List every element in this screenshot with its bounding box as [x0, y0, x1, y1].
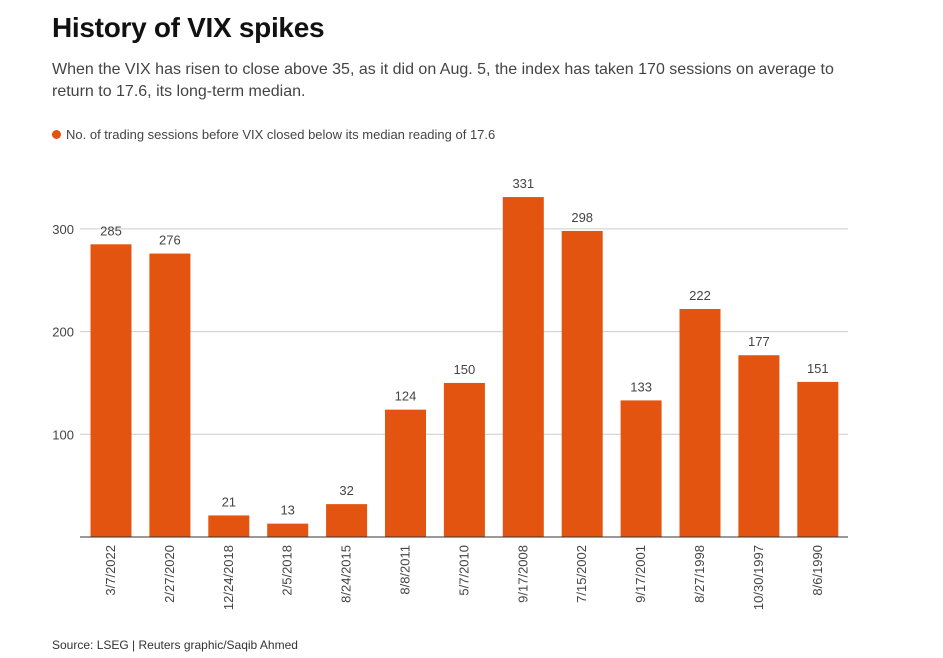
data-label-2/5/2018: 13 [280, 503, 294, 518]
chart-subtitle: When the VIX has risen to close above 35… [52, 61, 834, 100]
data-label-8/6/1990: 151 [807, 361, 829, 376]
data-label-9/17/2008: 331 [512, 176, 534, 191]
data-label-5/7/2010: 150 [454, 362, 476, 377]
y-tick-label-300: 300 [52, 222, 74, 237]
x-tick-label-2/27/2020: 2/27/2020 [162, 545, 177, 603]
data-label-9/17/2001: 133 [630, 379, 652, 394]
data-label-2/27/2020: 276 [159, 233, 181, 248]
bar-7/15/2002 [561, 230, 603, 538]
bar-9/17/2001 [620, 400, 662, 537]
bar-8/24/2015 [326, 504, 368, 537]
bar-12/24/2018 [208, 515, 250, 537]
x-tick-label-7/15/2002: 7/15/2002 [574, 545, 589, 603]
x-tick-label-12/24/2018: 12/24/2018 [221, 545, 236, 610]
x-tick-label-10/30/1997: 10/30/1997 [751, 545, 766, 610]
bar-9/17/2008 [502, 197, 544, 538]
x-tick-label-8/6/1990: 8/6/1990 [810, 545, 825, 596]
bar-8/27/1998 [679, 309, 721, 537]
x-tick-label-9/17/2001: 9/17/2001 [633, 545, 648, 603]
data-label-12/24/2018: 21 [222, 494, 236, 509]
legend-label: No. of trading sessions before VIX close… [66, 127, 496, 142]
bar-3/7/2022 [90, 244, 132, 537]
x-tick-label-5/7/2010: 5/7/2010 [456, 545, 471, 596]
data-label-8/24/2015: 32 [339, 483, 353, 498]
bar-8/8/2011 [385, 409, 426, 537]
data-label-3/7/2022: 285 [100, 223, 122, 238]
bar-2/5/2018 [267, 523, 309, 537]
x-tick-label-2/5/2018: 2/5/2018 [280, 545, 295, 596]
x-tick-label-8/27/1998: 8/27/1998 [692, 545, 707, 603]
bar-8/6/1990 [797, 381, 839, 537]
chart-title: History of VIX spikes [52, 12, 325, 43]
bar-2/27/2020 [149, 253, 191, 537]
x-tick-label-9/17/2008: 9/17/2008 [515, 545, 530, 603]
data-label-10/30/1997: 177 [748, 334, 770, 349]
y-tick-label-200: 200 [52, 325, 74, 340]
y-tick-label-100: 100 [52, 427, 74, 442]
bar-10/30/1997 [738, 355, 780, 537]
x-tick-label-8/8/2011: 8/8/2011 [398, 545, 413, 595]
source-note: Source: LSEG | Reuters graphic/Saqib Ahm… [52, 638, 298, 652]
data-label-8/27/1998: 222 [689, 288, 711, 303]
data-label-8/8/2011: 124 [395, 389, 417, 404]
x-tick-label-8/24/2015: 8/24/2015 [339, 545, 354, 603]
legend-swatch [52, 130, 61, 139]
data-label-7/15/2002: 298 [571, 210, 593, 225]
bar-5/7/2010 [443, 382, 485, 537]
x-tick-label-3/7/2022: 3/7/2022 [103, 545, 118, 596]
legend: No. of trading sessions before VIX close… [52, 127, 495, 142]
